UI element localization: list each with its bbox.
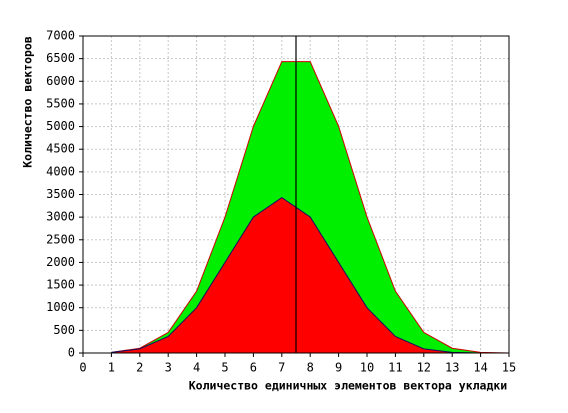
x-tick-label: 9 bbox=[335, 361, 342, 375]
area bbox=[111, 61, 510, 354]
y-tick-label: 4000 bbox=[46, 164, 75, 178]
y-tick-label: 3000 bbox=[46, 210, 75, 224]
plot-frame bbox=[82, 35, 510, 354]
x-tick-label: 10 bbox=[360, 361, 374, 375]
y-tick-label: 500 bbox=[53, 323, 75, 337]
x-tick-label: 0 bbox=[79, 361, 86, 375]
y-tick-label: 2000 bbox=[46, 255, 75, 269]
y-tick-label: 5500 bbox=[46, 96, 75, 110]
y-tick-label: 4500 bbox=[46, 142, 75, 156]
x-tick-label: 5 bbox=[221, 361, 228, 375]
y-tick-label: 6000 bbox=[46, 74, 75, 88]
x-tick-label: 15 bbox=[502, 361, 516, 375]
x-tick-label: 8 bbox=[307, 361, 314, 375]
area-line bbox=[111, 61, 510, 354]
y-tick-label: 1000 bbox=[46, 300, 75, 314]
x-tick-label: 4 bbox=[193, 361, 200, 375]
x-tick-label: 1 bbox=[108, 361, 115, 375]
x-tick-label: 14 bbox=[473, 361, 487, 375]
y-axis-label: Количество векторов bbox=[21, 36, 35, 168]
y-tick-label: 3500 bbox=[46, 187, 75, 201]
y-tick-label: 2500 bbox=[46, 232, 75, 246]
x-tick-label: 13 bbox=[445, 361, 459, 375]
y-tick-label: 1500 bbox=[46, 278, 75, 292]
y-tick-label: 7000 bbox=[46, 29, 75, 43]
x-tick-label: 6 bbox=[250, 361, 257, 375]
y-tick-label: 0 bbox=[68, 346, 75, 360]
x-tick-label: 3 bbox=[165, 361, 172, 375]
x-axis-label: Количество единичных элементов вектора у… bbox=[189, 379, 508, 393]
x-tick-label: 2 bbox=[136, 361, 143, 375]
x-tick-label: 7 bbox=[278, 361, 285, 375]
x-tick-label: 12 bbox=[417, 361, 431, 375]
x-tick-label: 11 bbox=[388, 361, 402, 375]
y-tick-label: 5000 bbox=[46, 119, 75, 133]
y-tick-label: 6500 bbox=[46, 51, 75, 65]
